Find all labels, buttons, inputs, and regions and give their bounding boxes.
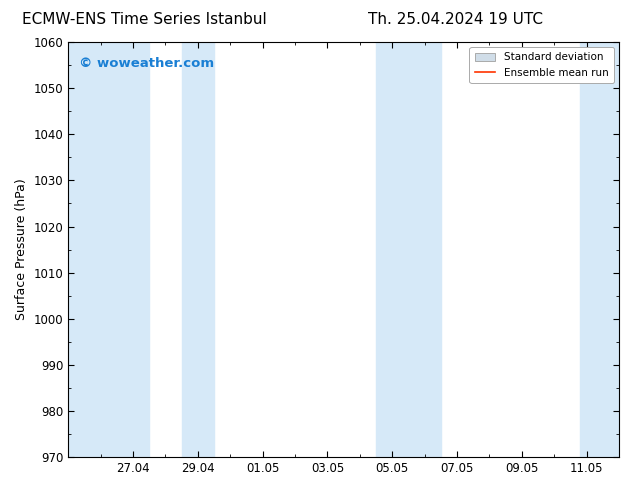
Y-axis label: Surface Pressure (hPa): Surface Pressure (hPa) [15, 179, 28, 320]
Legend: Standard deviation, Ensemble mean run: Standard deviation, Ensemble mean run [469, 47, 614, 83]
Bar [580, 42, 619, 457]
Bar [376, 42, 441, 457]
Text: ECMW-ENS Time Series Istanbul: ECMW-ENS Time Series Istanbul [22, 12, 266, 27]
Text: © woweather.com: © woweather.com [79, 56, 214, 70]
Bar [181, 42, 214, 457]
Bar [68, 42, 149, 457]
Text: Th. 25.04.2024 19 UTC: Th. 25.04.2024 19 UTC [368, 12, 543, 27]
